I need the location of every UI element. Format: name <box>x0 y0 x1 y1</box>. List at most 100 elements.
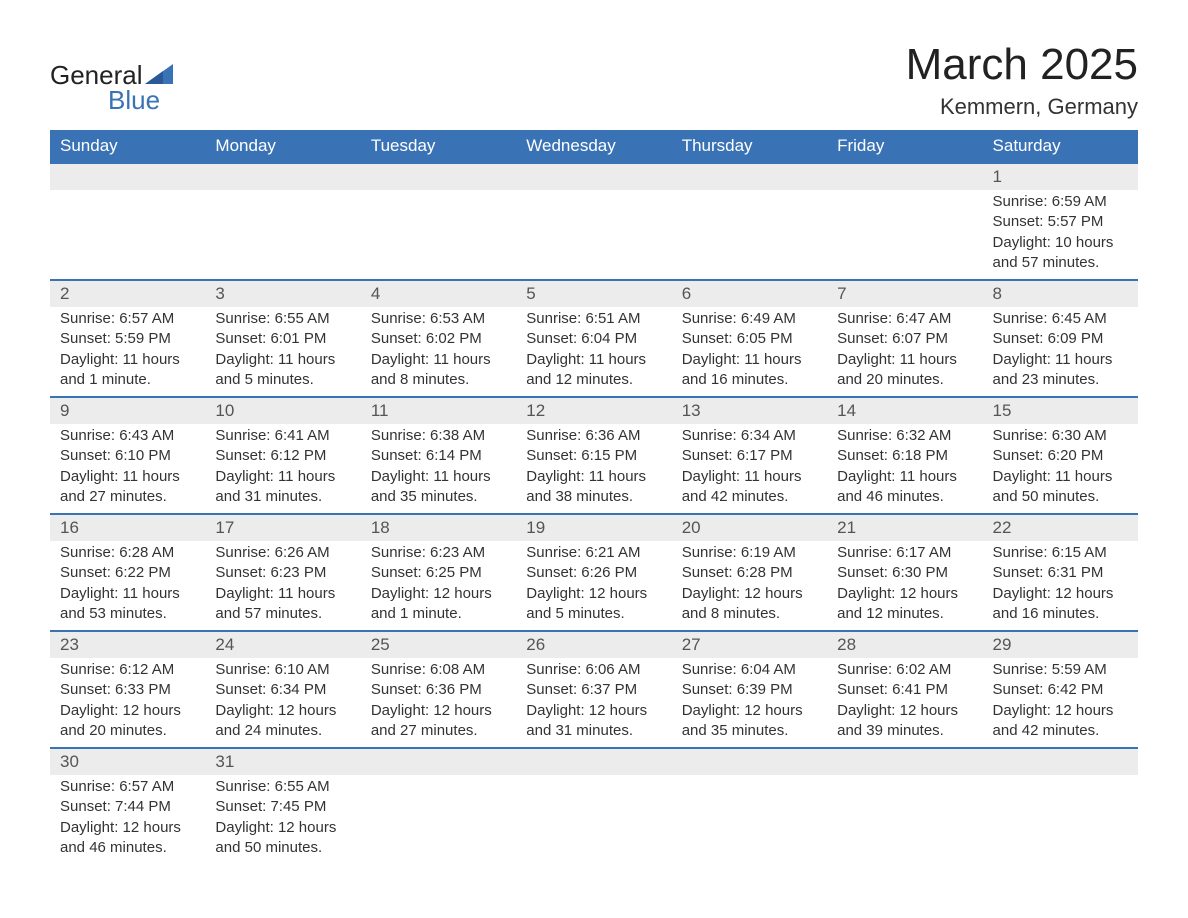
day-cell-13: 13Sunrise: 6:34 AMSunset: 6:17 PMDayligh… <box>672 398 827 513</box>
day-line: Sunrise: 6:19 AM <box>682 543 817 563</box>
day-content: Sunrise: 6:15 AMSunset: 6:31 PMDaylight:… <box>983 541 1138 624</box>
day-line: Sunset: 6:37 PM <box>526 680 661 700</box>
day-line: Daylight: 12 hours and 24 minutes. <box>215 701 350 742</box>
day-line: Daylight: 12 hours and 46 minutes. <box>60 818 195 859</box>
day-cell-18: 18Sunrise: 6:23 AMSunset: 6:25 PMDayligh… <box>361 515 516 630</box>
day-line: Daylight: 11 hours and 35 minutes. <box>371 467 506 508</box>
day-line: Daylight: 12 hours and 42 minutes. <box>993 701 1128 742</box>
day-cell-7: 7Sunrise: 6:47 AMSunset: 6:07 PMDaylight… <box>827 281 982 396</box>
day-cell-10: 10Sunrise: 6:41 AMSunset: 6:12 PMDayligh… <box>205 398 360 513</box>
day-line: Sunset: 6:30 PM <box>837 563 972 583</box>
day-line: Daylight: 12 hours and 35 minutes. <box>682 701 817 742</box>
day-number <box>361 164 516 190</box>
day-number: 26 <box>516 632 671 658</box>
day-content <box>516 775 671 777</box>
day-cell-15: 15Sunrise: 6:30 AMSunset: 6:20 PMDayligh… <box>983 398 1138 513</box>
day-line: Sunrise: 5:59 AM <box>993 660 1128 680</box>
day-line: Daylight: 11 hours and 38 minutes. <box>526 467 661 508</box>
day-number: 6 <box>672 281 827 307</box>
day-line: Sunset: 6:02 PM <box>371 329 506 349</box>
day-content: Sunrise: 6:23 AMSunset: 6:25 PMDaylight:… <box>361 541 516 624</box>
day-cell-24: 24Sunrise: 6:10 AMSunset: 6:34 PMDayligh… <box>205 632 360 747</box>
day-line: Sunrise: 6:34 AM <box>682 426 817 446</box>
day-number: 3 <box>205 281 360 307</box>
day-content: Sunrise: 6:30 AMSunset: 6:20 PMDaylight:… <box>983 424 1138 507</box>
day-cell-empty <box>672 164 827 279</box>
day-cell-26: 26Sunrise: 6:06 AMSunset: 6:37 PMDayligh… <box>516 632 671 747</box>
day-line: Sunrise: 6:23 AM <box>371 543 506 563</box>
day-number <box>516 164 671 190</box>
day-line: Sunset: 7:44 PM <box>60 797 195 817</box>
day-cell-11: 11Sunrise: 6:38 AMSunset: 6:14 PMDayligh… <box>361 398 516 513</box>
day-number: 7 <box>827 281 982 307</box>
day-number <box>50 164 205 190</box>
day-cell-empty <box>50 164 205 279</box>
day-content: Sunrise: 6:06 AMSunset: 6:37 PMDaylight:… <box>516 658 671 741</box>
day-line: Daylight: 11 hours and 8 minutes. <box>371 350 506 391</box>
day-number <box>205 164 360 190</box>
day-content: Sunrise: 6:10 AMSunset: 6:34 PMDaylight:… <box>205 658 360 741</box>
day-number: 31 <box>205 749 360 775</box>
day-line: Sunrise: 6:30 AM <box>993 426 1128 446</box>
day-line: Sunrise: 6:15 AM <box>993 543 1128 563</box>
day-cell-17: 17Sunrise: 6:26 AMSunset: 6:23 PMDayligh… <box>205 515 360 630</box>
day-cell-empty <box>516 749 671 864</box>
day-cell-3: 3Sunrise: 6:55 AMSunset: 6:01 PMDaylight… <box>205 281 360 396</box>
day-number: 16 <box>50 515 205 541</box>
day-cell-2: 2Sunrise: 6:57 AMSunset: 5:59 PMDaylight… <box>50 281 205 396</box>
day-cell-12: 12Sunrise: 6:36 AMSunset: 6:15 PMDayligh… <box>516 398 671 513</box>
day-content: Sunrise: 6:38 AMSunset: 6:14 PMDaylight:… <box>361 424 516 507</box>
day-content: Sunrise: 6:43 AMSunset: 6:10 PMDaylight:… <box>50 424 205 507</box>
day-line: Sunrise: 6:12 AM <box>60 660 195 680</box>
day-line: Sunrise: 6:53 AM <box>371 309 506 329</box>
day-content <box>827 190 982 192</box>
day-line: Sunset: 6:15 PM <box>526 446 661 466</box>
calendar: SundayMondayTuesdayWednesdayThursdayFrid… <box>50 130 1138 864</box>
day-number: 8 <box>983 281 1138 307</box>
week-row: 16Sunrise: 6:28 AMSunset: 6:22 PMDayligh… <box>50 513 1138 630</box>
day-cell-empty <box>983 749 1138 864</box>
day-line: Sunset: 6:01 PM <box>215 329 350 349</box>
day-number <box>983 749 1138 775</box>
day-line: Sunrise: 6:21 AM <box>526 543 661 563</box>
day-line: Daylight: 12 hours and 12 minutes. <box>837 584 972 625</box>
day-line: Sunset: 6:31 PM <box>993 563 1128 583</box>
day-cell-4: 4Sunrise: 6:53 AMSunset: 6:02 PMDaylight… <box>361 281 516 396</box>
day-number: 21 <box>827 515 982 541</box>
day-content <box>827 775 982 777</box>
month-title: March 2025 <box>906 40 1138 90</box>
day-line: Daylight: 12 hours and 20 minutes. <box>60 701 195 742</box>
day-line: Daylight: 12 hours and 1 minute. <box>371 584 506 625</box>
day-line: Sunset: 6:39 PM <box>682 680 817 700</box>
day-content: Sunrise: 6:17 AMSunset: 6:30 PMDaylight:… <box>827 541 982 624</box>
day-content <box>516 190 671 192</box>
day-line: Sunrise: 6:08 AM <box>371 660 506 680</box>
day-line: Sunset: 6:28 PM <box>682 563 817 583</box>
day-content: Sunrise: 6:21 AMSunset: 6:26 PMDaylight:… <box>516 541 671 624</box>
weekday-saturday: Saturday <box>983 130 1138 162</box>
day-number: 23 <box>50 632 205 658</box>
day-line: Sunset: 6:14 PM <box>371 446 506 466</box>
day-content: Sunrise: 6:26 AMSunset: 6:23 PMDaylight:… <box>205 541 360 624</box>
day-line: Sunset: 6:07 PM <box>837 329 972 349</box>
day-cell-23: 23Sunrise: 6:12 AMSunset: 6:33 PMDayligh… <box>50 632 205 747</box>
week-row: 1Sunrise: 6:59 AMSunset: 5:57 PMDaylight… <box>50 162 1138 279</box>
day-line: Sunrise: 6:45 AM <box>993 309 1128 329</box>
day-cell-14: 14Sunrise: 6:32 AMSunset: 6:18 PMDayligh… <box>827 398 982 513</box>
day-line: Sunrise: 6:59 AM <box>993 192 1128 212</box>
day-line: Daylight: 12 hours and 39 minutes. <box>837 701 972 742</box>
day-line: Sunset: 6:25 PM <box>371 563 506 583</box>
day-content <box>361 775 516 777</box>
day-cell-empty <box>672 749 827 864</box>
day-line: Sunrise: 6:47 AM <box>837 309 972 329</box>
day-number: 15 <box>983 398 1138 424</box>
day-cell-empty <box>361 749 516 864</box>
day-line: Sunrise: 6:02 AM <box>837 660 972 680</box>
week-row: 30Sunrise: 6:57 AMSunset: 7:44 PMDayligh… <box>50 747 1138 864</box>
day-line: Sunset: 6:41 PM <box>837 680 972 700</box>
day-content <box>361 190 516 192</box>
day-line: Daylight: 11 hours and 20 minutes. <box>837 350 972 391</box>
day-line: Daylight: 10 hours and 57 minutes. <box>993 233 1128 274</box>
day-line: Sunset: 6:42 PM <box>993 680 1128 700</box>
day-line: Daylight: 12 hours and 27 minutes. <box>371 701 506 742</box>
